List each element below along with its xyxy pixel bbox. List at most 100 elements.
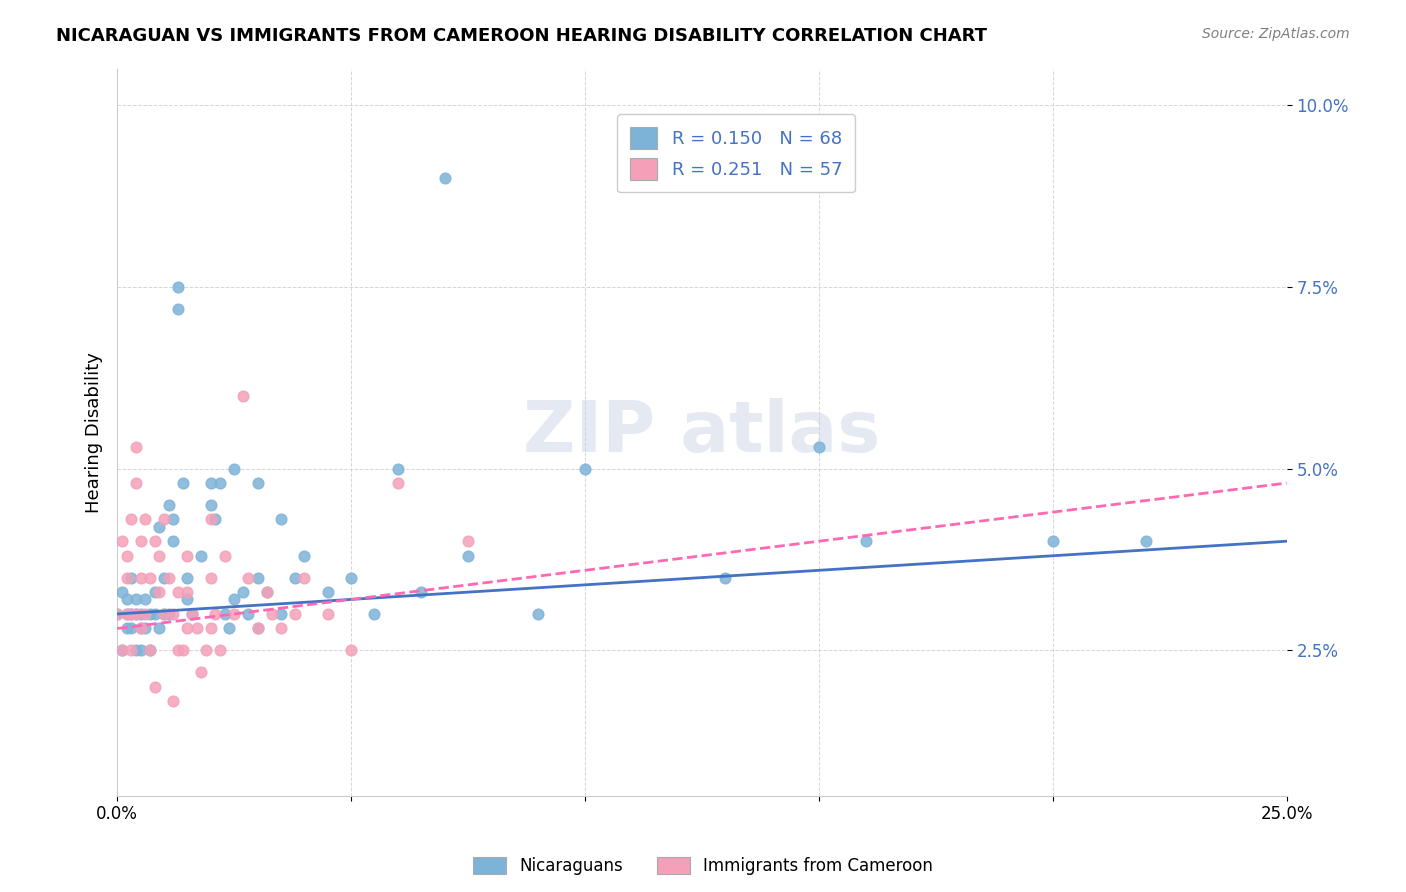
Point xyxy=(143,607,166,621)
Point xyxy=(284,607,307,621)
Point xyxy=(387,476,409,491)
Point xyxy=(129,622,152,636)
Point xyxy=(176,585,198,599)
Point xyxy=(167,643,190,657)
Point xyxy=(224,592,246,607)
Point xyxy=(209,476,232,491)
Point xyxy=(218,622,240,636)
Point xyxy=(256,585,278,599)
Point xyxy=(115,571,138,585)
Point xyxy=(125,643,148,657)
Point xyxy=(246,622,269,636)
Point xyxy=(115,592,138,607)
Point xyxy=(200,476,222,491)
Point xyxy=(172,643,194,657)
Point xyxy=(115,607,138,621)
Point xyxy=(139,607,162,621)
Point xyxy=(224,461,246,475)
Point xyxy=(411,585,433,599)
Point xyxy=(167,585,190,599)
Point xyxy=(111,585,134,599)
Point xyxy=(139,643,162,657)
Point xyxy=(148,519,170,533)
Point xyxy=(190,549,212,563)
Point xyxy=(200,622,222,636)
Point xyxy=(125,607,148,621)
Point xyxy=(125,476,148,491)
Point xyxy=(105,607,128,621)
Point xyxy=(153,571,176,585)
Point xyxy=(157,498,180,512)
Point xyxy=(292,571,315,585)
Point xyxy=(125,607,148,621)
Point xyxy=(457,534,479,549)
Point xyxy=(246,476,269,491)
Point xyxy=(111,643,134,657)
Point xyxy=(292,549,315,563)
Y-axis label: Hearing Disability: Hearing Disability xyxy=(86,351,103,513)
Point xyxy=(246,571,269,585)
Point xyxy=(363,607,385,621)
Point xyxy=(134,622,156,636)
Point xyxy=(340,571,363,585)
Point xyxy=(186,622,208,636)
Point xyxy=(111,534,134,549)
Point xyxy=(527,607,550,621)
Point xyxy=(855,534,877,549)
Point xyxy=(134,512,156,526)
Point xyxy=(115,622,138,636)
Point xyxy=(270,622,292,636)
Point xyxy=(181,607,204,621)
Point xyxy=(270,607,292,621)
Point xyxy=(232,585,254,599)
Point xyxy=(143,680,166,694)
Point xyxy=(125,440,148,454)
Point xyxy=(200,512,222,526)
Point xyxy=(433,170,456,185)
Point xyxy=(176,592,198,607)
Point xyxy=(256,585,278,599)
Point xyxy=(153,607,176,621)
Text: NICARAGUAN VS IMMIGRANTS FROM CAMEROON HEARING DISABILITY CORRELATION CHART: NICARAGUAN VS IMMIGRANTS FROM CAMEROON H… xyxy=(56,27,987,45)
Point xyxy=(134,607,156,621)
Point xyxy=(574,461,596,475)
Point xyxy=(139,643,162,657)
Point xyxy=(200,498,222,512)
Point xyxy=(316,585,339,599)
Point xyxy=(246,622,269,636)
Point xyxy=(129,607,152,621)
Point xyxy=(111,643,134,657)
Point xyxy=(284,571,307,585)
Point xyxy=(807,440,830,454)
Point xyxy=(232,389,254,403)
Point xyxy=(153,512,176,526)
Point xyxy=(120,622,142,636)
Point xyxy=(238,571,260,585)
Point xyxy=(120,607,142,621)
Point xyxy=(157,571,180,585)
Point xyxy=(148,622,170,636)
Point xyxy=(162,694,184,708)
Point xyxy=(120,571,142,585)
Point xyxy=(238,607,260,621)
Text: ZIP atlas: ZIP atlas xyxy=(523,398,880,467)
Text: Source: ZipAtlas.com: Source: ZipAtlas.com xyxy=(1202,27,1350,41)
Point xyxy=(162,534,184,549)
Point xyxy=(181,607,204,621)
Point xyxy=(120,512,142,526)
Point xyxy=(167,279,190,293)
Point xyxy=(143,585,166,599)
Point xyxy=(105,607,128,621)
Point xyxy=(190,665,212,680)
Point xyxy=(148,585,170,599)
Point xyxy=(176,549,198,563)
Point xyxy=(162,512,184,526)
Point xyxy=(134,592,156,607)
Point xyxy=(195,643,218,657)
Point xyxy=(143,534,166,549)
Point xyxy=(153,607,176,621)
Point xyxy=(129,571,152,585)
Point xyxy=(200,571,222,585)
Point xyxy=(204,607,226,621)
Point xyxy=(224,607,246,621)
